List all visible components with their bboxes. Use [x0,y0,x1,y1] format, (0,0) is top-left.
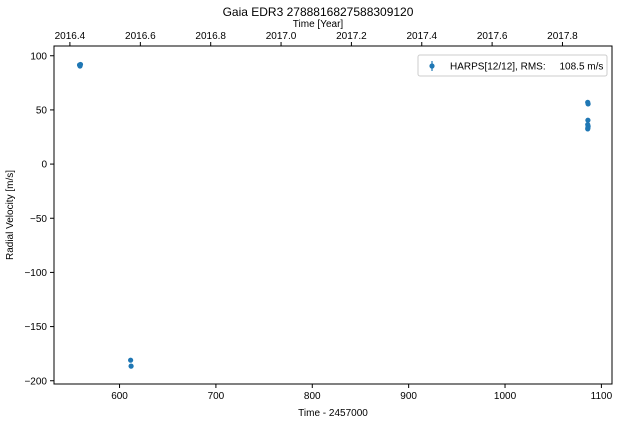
plot-marks [76,61,591,369]
top-x-tick-label: 2017.8 [547,31,578,42]
rv-data-point [128,357,134,363]
y-axis-ticks: 100 50 0 −50 −100 −150 −200 [24,51,54,387]
top-x-tick-label: 2017.2 [336,31,367,42]
top-x-axis-label: Time [Year] [293,19,344,30]
legend: HARPS[12/12], RMS: 108.5 m/s [417,54,608,77]
bottom-x-axis-ticks: 600 700 800 900 1000 1100 [111,384,613,402]
rv-data-point [585,101,591,107]
top-x-tick-label: 2016.8 [195,31,226,42]
y-tick-label: −150 [24,322,47,333]
x-axis-label: Time - 2457000 [298,408,368,419]
rv-data-point [128,363,134,369]
rv-data-point [77,61,84,68]
y-tick-label: 100 [30,51,47,62]
x-tick-label: 1000 [494,391,517,402]
legend-box [417,54,608,77]
y-tick-label: −200 [24,376,47,387]
legend-label: HARPS[12/12], RMS: 108.5 m/s [450,62,603,73]
x-tick-label: 700 [208,391,225,402]
top-x-tick-label: 2017.6 [477,31,508,42]
y-axis-label: Radial Velocity [m/s] [5,170,16,260]
y-tick-label: −50 [30,214,47,225]
x-tick-label: 900 [400,391,417,402]
legend-marker [429,63,435,69]
top-x-axis-ticks: 2016.4 2016.6 2016.8 2017.0 2017.2 2017.4 2017… [55,31,578,46]
top-x-tick-label: 2016.6 [125,31,156,42]
top-x-tick-label: 2017.0 [266,31,297,42]
x-tick-label: 800 [304,391,321,402]
rv-data-point [585,117,591,123]
y-tick-label: −100 [24,268,47,279]
top-x-tick-label: 2017.4 [406,31,437,42]
plot-frame [53,45,613,385]
rv-data-point [585,126,591,132]
chart-title: Gaia EDR3 2788816827588309120 [223,5,414,19]
top-x-tick-label: 2016.4 [55,31,86,42]
x-tick-label: 600 [111,391,128,402]
x-tick-label: 1100 [591,391,613,402]
y-tick-label: 50 [36,105,48,116]
y-tick-label: 0 [41,160,47,171]
